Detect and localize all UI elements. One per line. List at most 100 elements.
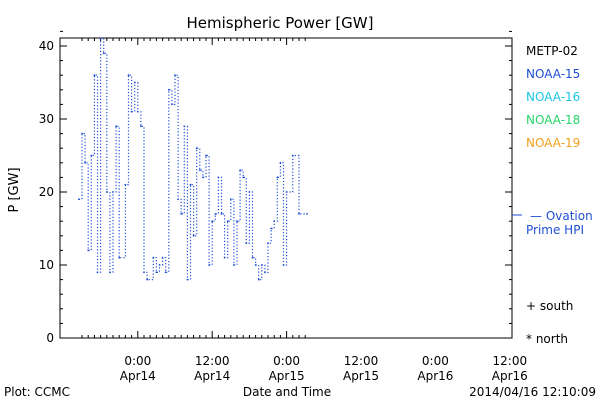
data-point <box>124 183 127 186</box>
x-tick-time-label: 12:00 <box>344 354 379 368</box>
x-tick-time-label: 0:00 <box>273 354 300 368</box>
data-point <box>248 191 251 193</box>
data-point <box>161 256 164 259</box>
data-point <box>195 147 198 150</box>
y-tick-label: 10 <box>39 258 54 272</box>
y-tick-label: 20 <box>39 185 54 199</box>
data-point <box>99 37 102 40</box>
data-point <box>140 125 142 128</box>
legend: METP-02 NOAA-15 NOAA-16 NOAA-18 NOAA-19 … <box>512 44 593 346</box>
legend-item-noaa16: NOAA-16 <box>526 90 580 104</box>
data-point <box>102 52 105 55</box>
data-point <box>158 264 161 266</box>
plot-credit: Plot: CCMC <box>4 385 70 399</box>
data-point <box>186 278 189 281</box>
data-point <box>257 278 260 281</box>
data-point <box>180 213 183 215</box>
data-point <box>109 271 111 274</box>
y-tick-label: 0 <box>46 331 54 345</box>
data-point <box>220 213 223 215</box>
data-point <box>205 154 207 157</box>
data-point <box>171 103 173 106</box>
x-tick-date-label: Apr15 <box>269 369 305 383</box>
data-point <box>152 256 155 259</box>
x-tick-date-label: Apr16 <box>417 369 453 383</box>
data-point <box>115 125 117 128</box>
x-tick-time-label: 12:00 <box>195 354 230 368</box>
data-point <box>87 249 90 252</box>
data-point <box>214 213 217 215</box>
data-point <box>155 271 158 274</box>
data-point <box>136 110 139 113</box>
data-point <box>177 198 180 201</box>
data-point <box>127 74 130 77</box>
data-point <box>267 242 269 245</box>
x-tick-time-label: 12:00 <box>493 354 528 368</box>
data-point <box>273 220 276 223</box>
series-layer <box>78 37 308 281</box>
plot-frame <box>59 37 513 339</box>
data-point <box>264 271 266 274</box>
legend-ovation-line2: Prime HPI <box>526 223 584 237</box>
data-point <box>251 256 254 259</box>
data-point <box>239 169 242 172</box>
data-point <box>245 242 248 245</box>
legend-south: + south <box>526 299 573 313</box>
data-point <box>285 191 288 193</box>
data-point <box>223 256 226 259</box>
data-point <box>226 220 229 223</box>
data-point <box>282 264 285 266</box>
data-point <box>78 198 80 201</box>
legend-item-noaa19: NOAA-19 <box>526 136 580 150</box>
data-point <box>96 271 99 274</box>
legend-item-noaa15: NOAA-15 <box>526 67 580 81</box>
data-point <box>164 271 167 274</box>
data-point <box>236 220 238 223</box>
x-tick-date-label: Apr16 <box>492 369 528 383</box>
data-point <box>306 213 308 215</box>
data-point <box>291 154 294 157</box>
chart-title: Hemispheric Power [GW] <box>187 14 374 32</box>
data-point <box>229 198 232 201</box>
data-point <box>270 227 272 230</box>
data-point <box>112 191 114 193</box>
data-point <box>143 271 145 274</box>
legend-ovation-line1: — Ovation <box>530 209 593 223</box>
data-point <box>118 256 121 259</box>
data-point <box>298 213 300 215</box>
data-point <box>217 176 220 179</box>
data-point <box>242 176 245 179</box>
data-point <box>279 161 282 164</box>
data-point <box>254 264 257 266</box>
data-point <box>174 74 176 77</box>
legend-item-noaa18: NOAA-18 <box>526 113 580 127</box>
legend-north: * north <box>526 332 568 346</box>
data-point <box>192 234 195 237</box>
y-axis: 0 10 20 30 40 <box>39 30 512 345</box>
data-point <box>198 169 201 172</box>
data-point <box>84 161 86 164</box>
data-point <box>276 176 279 179</box>
data-point <box>183 125 186 128</box>
data-point <box>167 88 170 91</box>
data-point <box>208 264 211 266</box>
data-point <box>105 191 108 193</box>
timestamp: 2014/04/16 12:10:09 <box>469 385 596 399</box>
data-point <box>189 183 192 186</box>
data-point <box>146 278 149 281</box>
x-tick-date-label: Apr15 <box>343 369 379 383</box>
data-point <box>130 110 133 113</box>
x-tick-date-label: Apr14 <box>120 369 156 383</box>
x-tick-date-label: Apr14 <box>194 369 230 383</box>
y-tick-label: 40 <box>39 39 54 53</box>
y-tick-label: 30 <box>39 112 54 126</box>
legend-item-metp02: METP-02 <box>526 44 578 58</box>
x-axis-label: Date and Time <box>243 385 331 399</box>
data-point <box>93 74 96 77</box>
x-axis: 0:00Apr1412:00Apr140:00Apr1512:00Apr150:… <box>81 38 528 383</box>
data-point <box>260 264 263 266</box>
data-point <box>233 264 235 266</box>
data-point <box>81 132 83 135</box>
data-point <box>90 154 93 157</box>
